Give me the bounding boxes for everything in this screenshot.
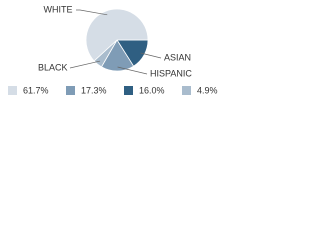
legend-label: 17.3% xyxy=(81,85,107,95)
category-label: BLACK xyxy=(38,62,68,72)
pie-slice xyxy=(85,8,149,62)
leader-line xyxy=(117,66,148,75)
category-label: ASIAN xyxy=(164,52,191,62)
leader-line xyxy=(140,52,162,59)
page: WHITE HISPANIC ASIAN BLACK 61.7% 17.3% 16.0% 4.… xyxy=(0,0,320,100)
category-label: HISPANIC xyxy=(150,68,192,78)
legend-swatch xyxy=(8,86,17,95)
legend-swatch xyxy=(182,86,191,95)
chart: WHITE HISPANIC ASIAN BLACK 61.7% 17.3% 16.0% 4.… xyxy=(8,4,218,95)
legend-swatch xyxy=(124,86,133,95)
legend-label: 16.0% xyxy=(139,85,165,95)
legend-swatch xyxy=(66,86,75,95)
leader-line xyxy=(69,60,101,69)
category-label: WHITE xyxy=(44,4,73,14)
leader-line xyxy=(76,9,108,16)
legend-label: 61.7% xyxy=(23,85,49,95)
legend-label: 4.9% xyxy=(197,85,218,95)
